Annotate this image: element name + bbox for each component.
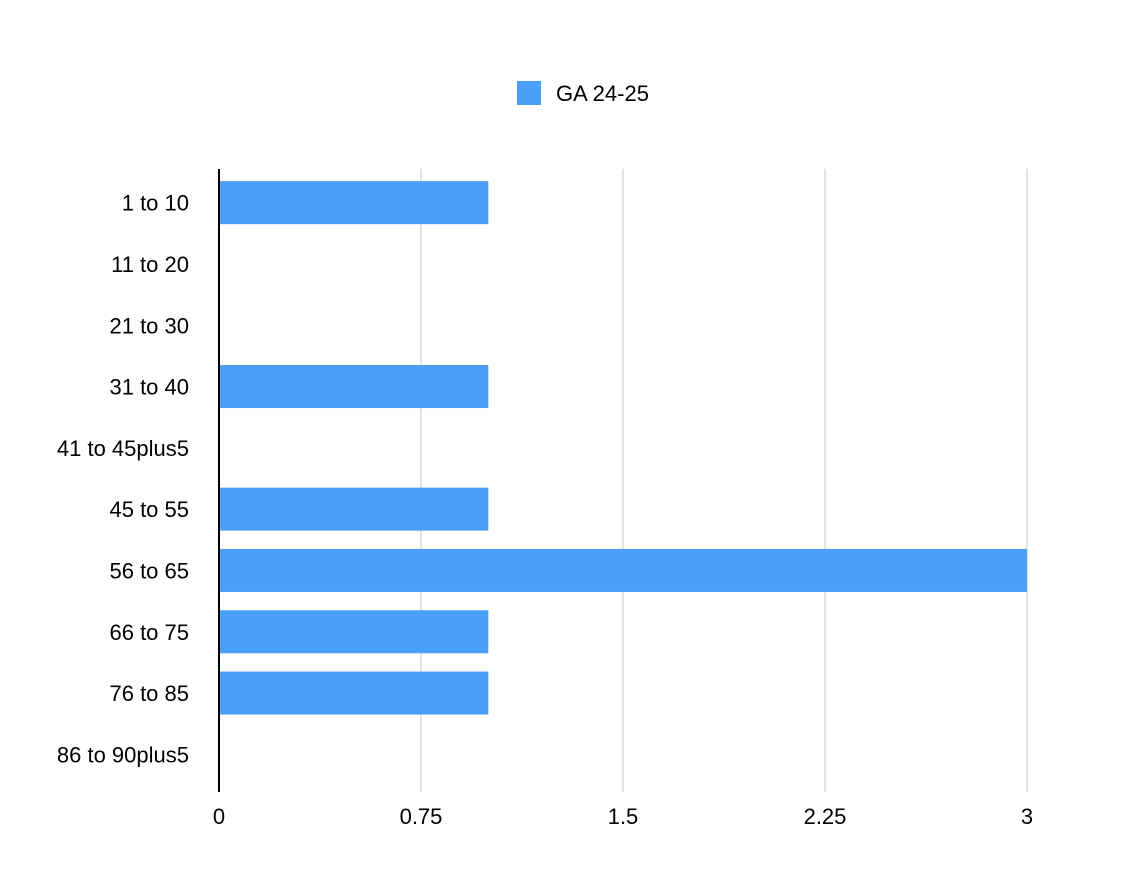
category-labels: 1 to 10 11 to 20 21 to 30 31 to 40 41 to 45p… [57, 191, 189, 768]
category-label: 45 to 55 [109, 497, 189, 522]
x-tick-label: 2.25 [804, 804, 847, 829]
bar [219, 671, 489, 715]
category-label: 21 to 30 [109, 313, 189, 338]
category-label: 11 to 20 [111, 252, 189, 277]
bar [219, 487, 489, 531]
category-label: 86 to 90plus5 [57, 742, 189, 767]
category-label: 56 to 65 [109, 558, 189, 583]
legend-swatch [517, 81, 541, 105]
legend: GA 24-25 [517, 81, 649, 106]
category-label: 31 to 40 [109, 375, 189, 400]
x-tick-label: 1.5 [608, 804, 639, 829]
x-tick-label: 0 [213, 804, 225, 829]
category-label: 1 to 10 [122, 191, 189, 216]
legend-label: GA 24-25 [556, 81, 649, 106]
bar [219, 548, 1027, 592]
x-tick-label: 3 [1021, 804, 1033, 829]
category-label: 76 to 85 [109, 681, 189, 706]
x-tick-label: 0.75 [400, 804, 443, 829]
bar [219, 610, 489, 654]
bars [219, 181, 1027, 715]
category-label: 41 to 45plus5 [57, 436, 189, 461]
bar [219, 181, 489, 225]
x-tick-labels: 0 0.75 1.5 2.25 3 [213, 804, 1033, 829]
category-label: 66 to 75 [109, 620, 189, 645]
gridlines [420, 169, 1028, 792]
bar [219, 365, 489, 409]
